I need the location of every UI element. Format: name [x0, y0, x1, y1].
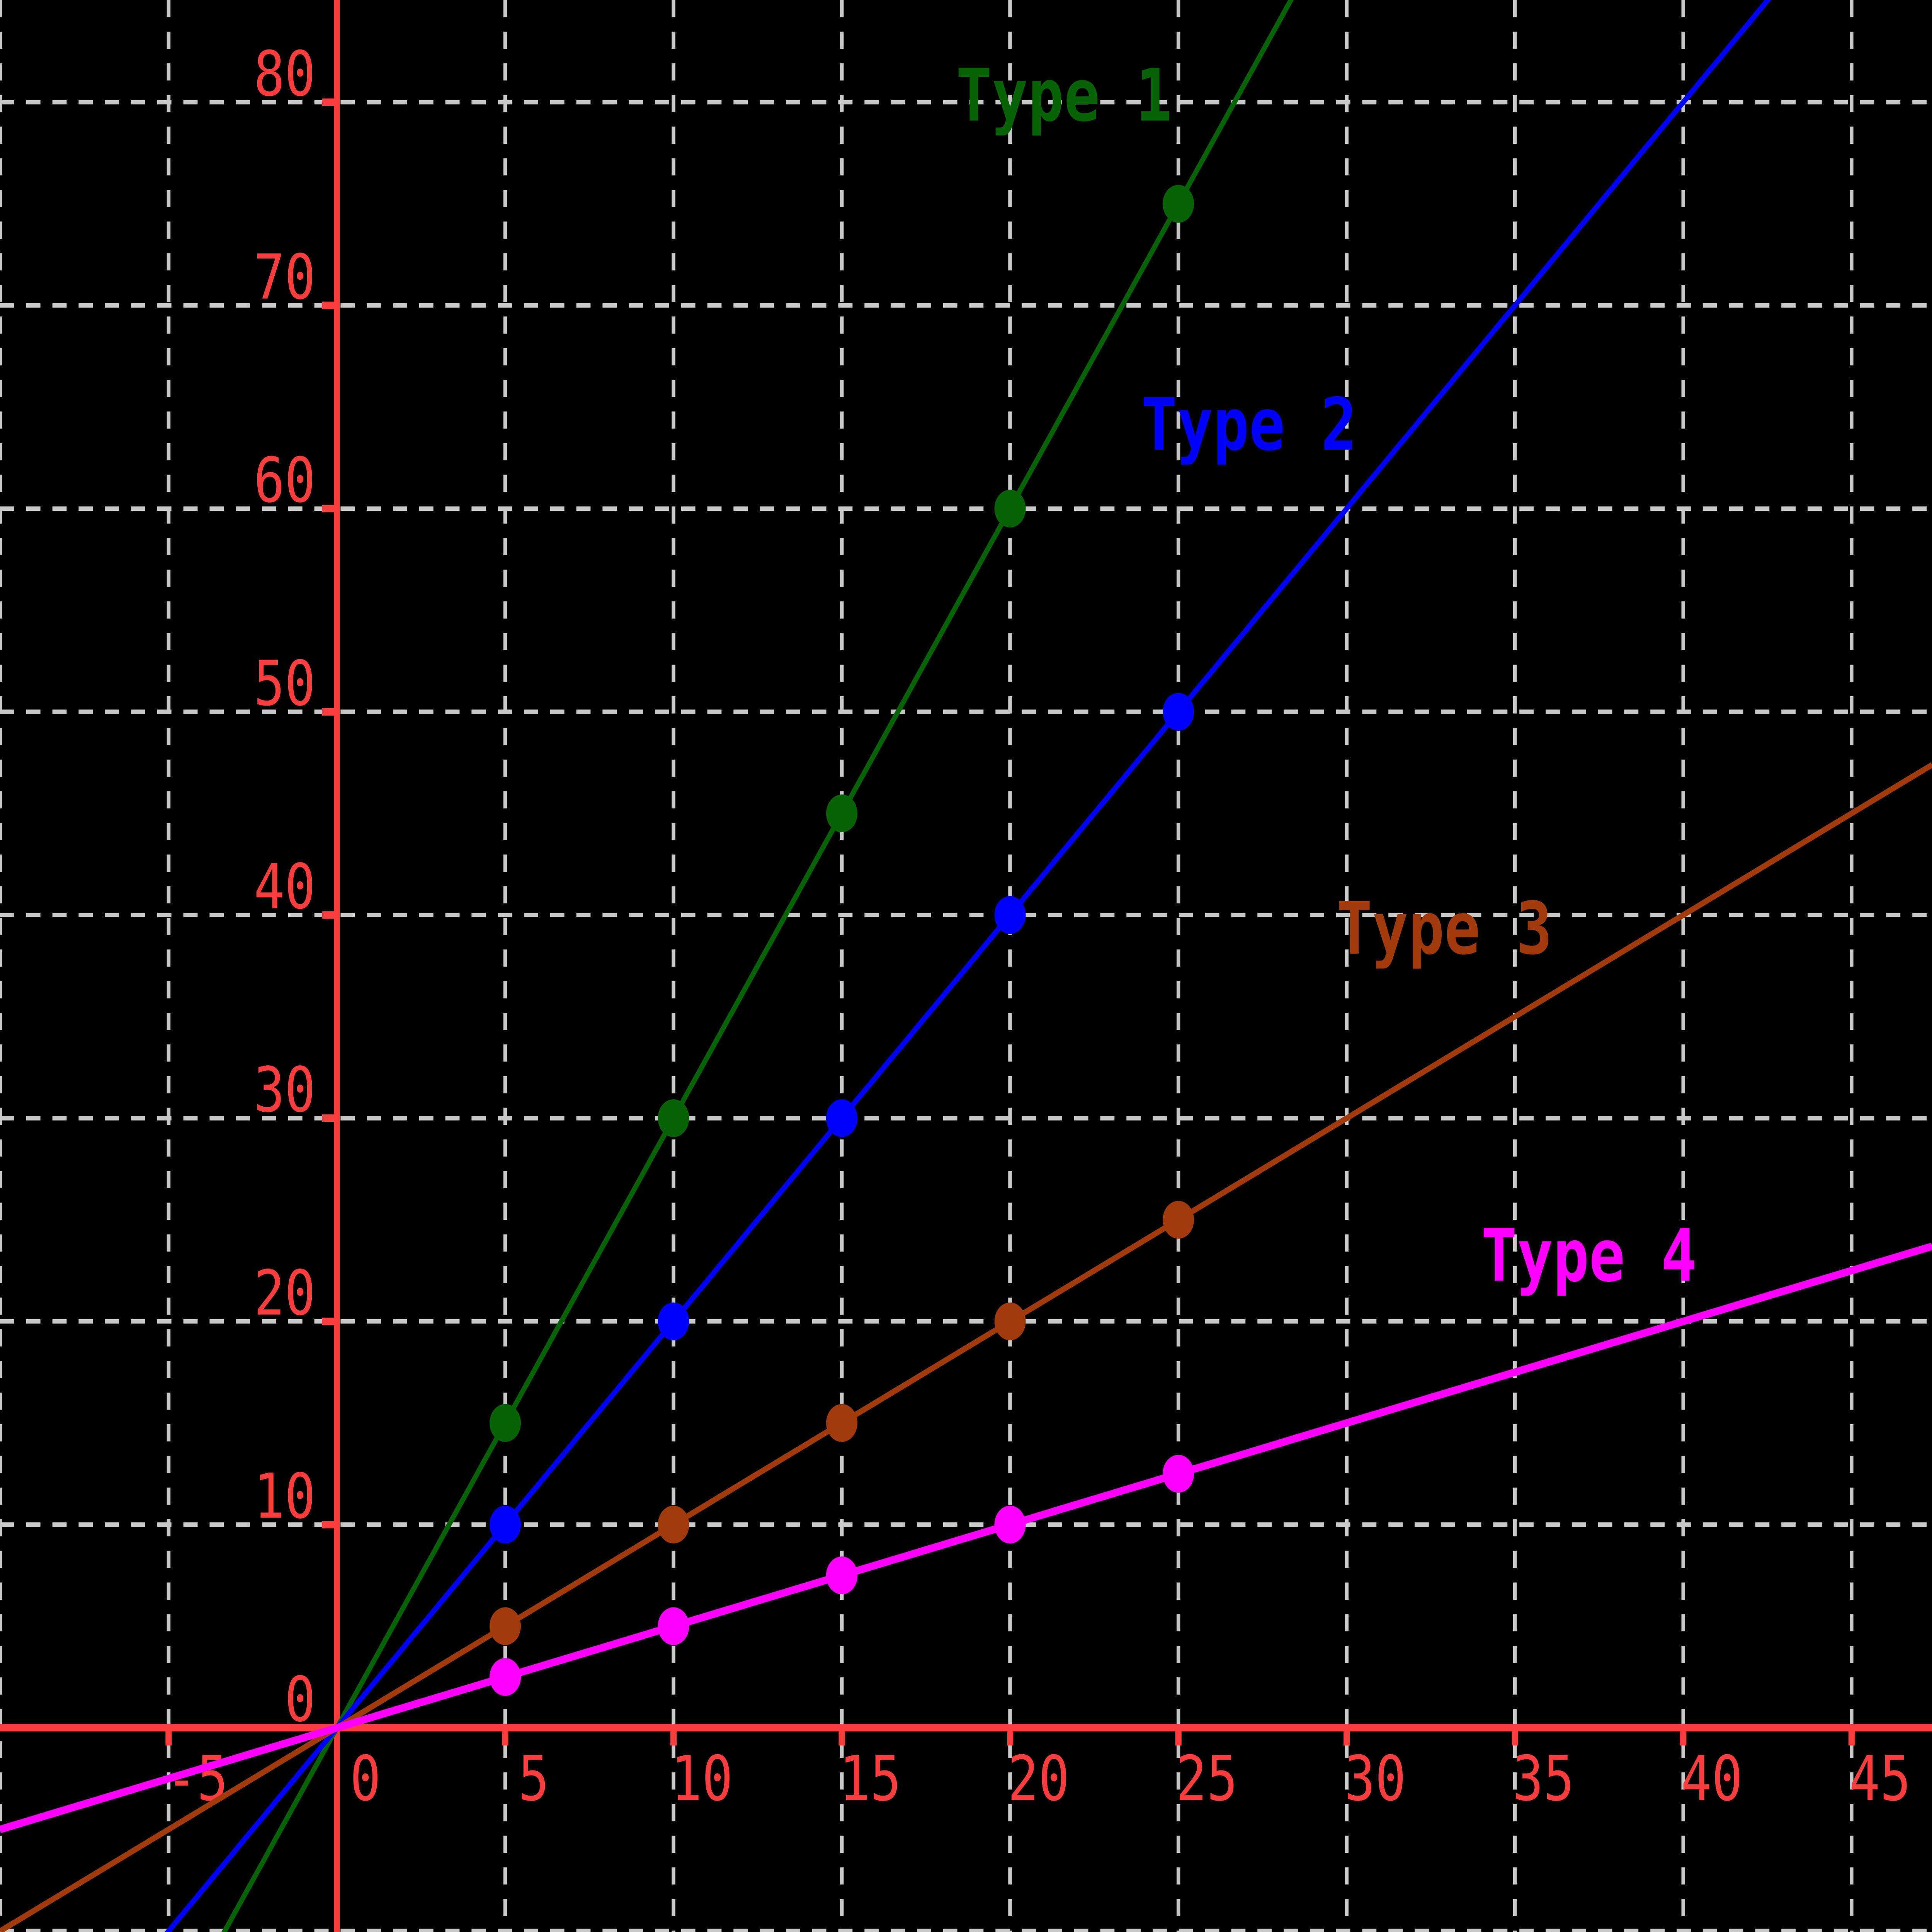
- series-line-type-4: [0, 1242, 1932, 1833]
- data-point-type-2-x5: [489, 1505, 521, 1544]
- x-tick-label-30: 30: [1344, 1742, 1406, 1815]
- y-tick-label-20: 20: [254, 1257, 316, 1329]
- data-point-type-3-x10: [658, 1505, 689, 1544]
- data-point-type-4-x20: [994, 1505, 1026, 1544]
- x-tick-label-25: 25: [1176, 1742, 1238, 1815]
- x-tick-label-10: 10: [671, 1742, 733, 1815]
- data-point-type-1-x10: [658, 1099, 689, 1137]
- y-tick-label-60: 60: [254, 444, 316, 516]
- data-point-type-2-x15: [826, 1099, 858, 1137]
- y-tick-label-0: 0: [285, 1663, 316, 1735]
- data-point-type-1-x5: [489, 1404, 521, 1442]
- data-point-type-1-x25: [1163, 185, 1194, 223]
- data-point-type-4-x10: [658, 1607, 689, 1645]
- data-point-type-1-x15: [826, 794, 858, 833]
- x-tick-label-45: 45: [1849, 1742, 1911, 1815]
- data-point-type-2-x20: [994, 896, 1026, 934]
- x-tick-label-20: 20: [1008, 1742, 1070, 1815]
- series-label-type-4: Type 4: [1481, 1214, 1697, 1298]
- series-label-type-1: Type 1: [956, 54, 1172, 138]
- series-label-type-2: Type 2: [1141, 383, 1357, 467]
- data-point-type-3-x25: [1163, 1201, 1194, 1239]
- data-point-type-4-x15: [826, 1556, 858, 1595]
- y-tick-label-80: 80: [254, 37, 316, 110]
- y-tick-label-30: 30: [254, 1054, 316, 1126]
- data-point-type-1-x20: [994, 490, 1026, 528]
- y-tick-label-40: 40: [254, 850, 316, 923]
- y-tick-label-10: 10: [254, 1460, 316, 1532]
- data-point-type-2-x25: [1163, 693, 1194, 731]
- y-tick-label-70: 70: [254, 241, 316, 313]
- x-tick-label-15: 15: [839, 1742, 901, 1815]
- x-tick-label-5: 5: [518, 1742, 549, 1815]
- y-tick-label-50: 50: [254, 647, 316, 719]
- data-point-type-3-x15: [826, 1404, 858, 1442]
- x-tick-label-40: 40: [1681, 1742, 1743, 1815]
- x-tick-label-0: 0: [350, 1742, 381, 1815]
- series-label-type-3: Type 3: [1336, 887, 1552, 971]
- x-tick-label-35: 35: [1513, 1742, 1575, 1815]
- data-point-type-3-x20: [994, 1302, 1026, 1340]
- data-point-type-4-x5: [489, 1658, 521, 1696]
- series-line-type-3: [0, 762, 1932, 1932]
- data-point-type-2-x10: [658, 1302, 689, 1340]
- data-point-type-3-x5: [489, 1607, 521, 1645]
- data-point-type-4-x25: [1163, 1455, 1194, 1493]
